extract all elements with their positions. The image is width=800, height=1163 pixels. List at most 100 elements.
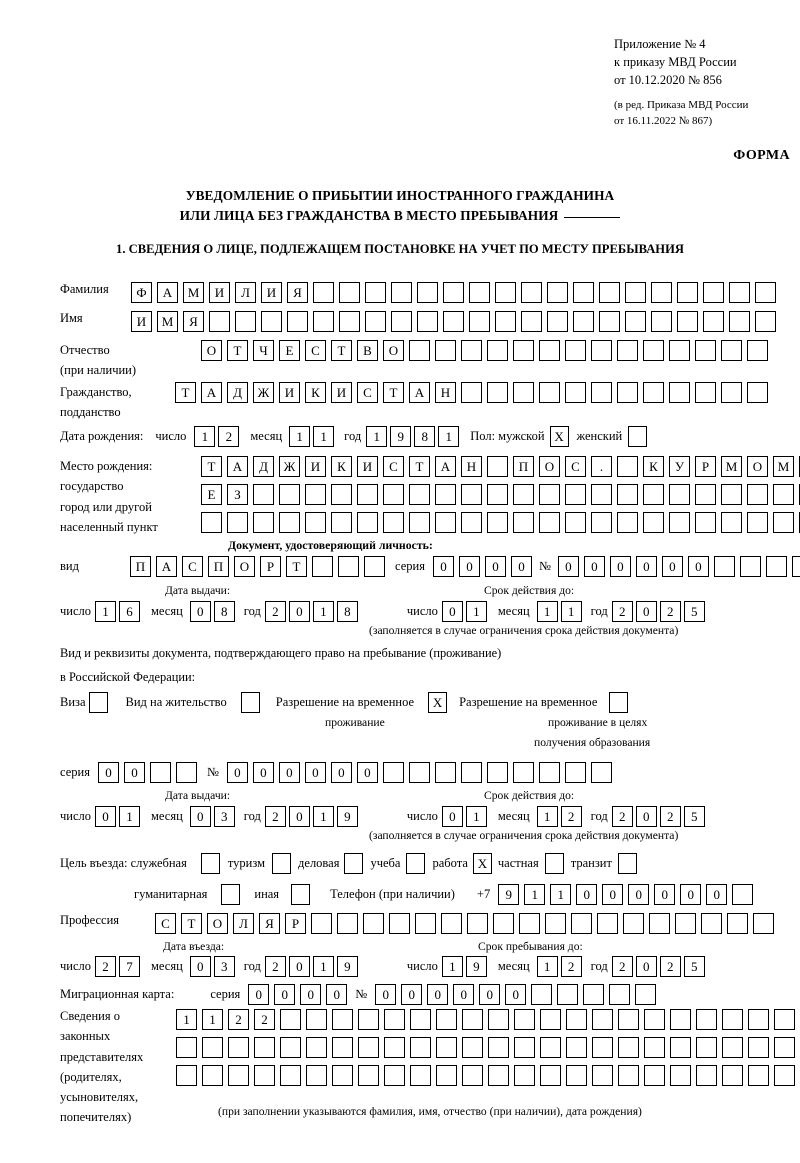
char-cell[interactable]: 0 bbox=[557, 556, 579, 577]
char-cell[interactable] bbox=[467, 913, 488, 934]
char-cell[interactable]: 2 bbox=[611, 956, 633, 977]
char-cell[interactable] bbox=[409, 484, 430, 505]
char-cell[interactable]: 0 bbox=[680, 884, 702, 905]
char-cell[interactable] bbox=[462, 1037, 483, 1058]
char-cell[interactable]: 1 bbox=[312, 956, 334, 977]
char-cell[interactable] bbox=[149, 762, 171, 783]
char-cell[interactable] bbox=[591, 340, 612, 361]
char-cell[interactable]: . bbox=[591, 456, 612, 477]
char-cell[interactable]: А bbox=[201, 382, 222, 403]
char-cell[interactable]: 2 bbox=[218, 426, 240, 447]
char-cell[interactable]: 0 bbox=[401, 984, 423, 1005]
char-cell[interactable] bbox=[722, 1037, 743, 1058]
char-cell[interactable]: Т bbox=[227, 340, 248, 361]
char-cell[interactable]: А bbox=[227, 456, 248, 477]
char-cell[interactable]: 0 bbox=[375, 984, 397, 1005]
char-cell[interactable] bbox=[201, 512, 222, 533]
char-cell[interactable] bbox=[651, 311, 672, 332]
char-cell[interactable] bbox=[695, 484, 716, 505]
char-cell[interactable] bbox=[748, 1009, 769, 1030]
char-cell[interactable] bbox=[538, 762, 560, 783]
char-cell[interactable] bbox=[462, 1009, 483, 1030]
char-cell[interactable] bbox=[625, 311, 646, 332]
purpose-work-checkbox[interactable]: X bbox=[472, 853, 492, 874]
char-cell[interactable] bbox=[521, 311, 542, 332]
char-cell[interactable] bbox=[571, 913, 592, 934]
char-cell[interactable] bbox=[435, 512, 456, 533]
temporary-residence-checkbox[interactable]: X bbox=[428, 692, 448, 713]
char-cell[interactable] bbox=[564, 762, 586, 783]
char-cell[interactable] bbox=[540, 1037, 561, 1058]
char-cell[interactable]: 1 bbox=[366, 426, 388, 447]
char-cell[interactable]: 0 bbox=[441, 806, 463, 827]
char-cell[interactable]: 0 bbox=[189, 806, 211, 827]
char-cell[interactable] bbox=[695, 340, 716, 361]
char-cell[interactable] bbox=[566, 1037, 587, 1058]
char-cell[interactable]: 0 bbox=[356, 762, 378, 783]
char-cell[interactable] bbox=[410, 1065, 431, 1086]
char-cell[interactable] bbox=[722, 1009, 743, 1030]
char-cell[interactable] bbox=[695, 382, 716, 403]
char-cell[interactable] bbox=[311, 913, 332, 934]
char-cell[interactable]: Т bbox=[383, 382, 404, 403]
char-cell[interactable] bbox=[701, 913, 722, 934]
char-cell[interactable]: А bbox=[435, 456, 456, 477]
char-cell[interactable]: С bbox=[305, 340, 326, 361]
char-cell[interactable] bbox=[235, 311, 256, 332]
char-cell[interactable]: Е bbox=[279, 340, 300, 361]
char-cell[interactable] bbox=[531, 984, 553, 1005]
char-cell[interactable] bbox=[254, 1037, 275, 1058]
purpose-official-checkbox[interactable] bbox=[200, 853, 220, 874]
char-cell[interactable]: 2 bbox=[659, 956, 681, 977]
char-cell[interactable] bbox=[384, 1009, 405, 1030]
char-cell[interactable]: О bbox=[383, 340, 404, 361]
char-cell[interactable]: И bbox=[305, 456, 326, 477]
char-cell[interactable] bbox=[331, 512, 352, 533]
char-cell[interactable] bbox=[313, 282, 334, 303]
char-cell[interactable] bbox=[279, 512, 300, 533]
char-cell[interactable]: С bbox=[565, 456, 586, 477]
char-cell[interactable]: 0 bbox=[706, 884, 728, 905]
char-cell[interactable]: А bbox=[157, 282, 178, 303]
char-cell[interactable]: 2 bbox=[254, 1009, 275, 1030]
char-cell[interactable]: Ж bbox=[279, 456, 300, 477]
char-cell[interactable]: И bbox=[261, 282, 282, 303]
char-cell[interactable] bbox=[669, 340, 690, 361]
char-cell[interactable] bbox=[519, 913, 540, 934]
char-cell[interactable]: О bbox=[747, 456, 768, 477]
char-cell[interactable]: Т bbox=[286, 556, 307, 577]
char-cell[interactable] bbox=[409, 340, 430, 361]
char-cell[interactable] bbox=[175, 762, 197, 783]
title-blank-line[interactable] bbox=[564, 216, 621, 218]
sex-male-checkbox[interactable]: X bbox=[549, 426, 569, 447]
char-cell[interactable]: 1 bbox=[119, 806, 141, 827]
char-cell[interactable] bbox=[732, 884, 754, 905]
char-cell[interactable] bbox=[539, 382, 560, 403]
char-cell[interactable] bbox=[618, 1009, 639, 1030]
char-cell[interactable]: 0 bbox=[635, 556, 657, 577]
char-cell[interactable]: 0 bbox=[278, 762, 300, 783]
residence-permit-checkbox[interactable] bbox=[240, 692, 260, 713]
char-cell[interactable] bbox=[695, 512, 716, 533]
char-cell[interactable] bbox=[747, 382, 768, 403]
char-cell[interactable]: 0 bbox=[583, 556, 605, 577]
char-cell[interactable] bbox=[287, 311, 308, 332]
char-cell[interactable] bbox=[487, 456, 508, 477]
char-cell[interactable]: Ч bbox=[253, 340, 274, 361]
char-cell[interactable]: С bbox=[155, 913, 176, 934]
char-cell[interactable] bbox=[623, 913, 644, 934]
char-cell[interactable] bbox=[279, 484, 300, 505]
char-cell[interactable]: 0 bbox=[274, 984, 296, 1005]
char-cell[interactable]: 0 bbox=[95, 806, 117, 827]
purpose-transit-checkbox[interactable] bbox=[617, 853, 637, 874]
char-cell[interactable] bbox=[774, 1065, 795, 1086]
char-cell[interactable] bbox=[703, 311, 724, 332]
char-cell[interactable] bbox=[625, 282, 646, 303]
char-cell[interactable] bbox=[488, 1009, 509, 1030]
char-cell[interactable]: И bbox=[331, 382, 352, 403]
char-cell[interactable] bbox=[649, 913, 670, 934]
